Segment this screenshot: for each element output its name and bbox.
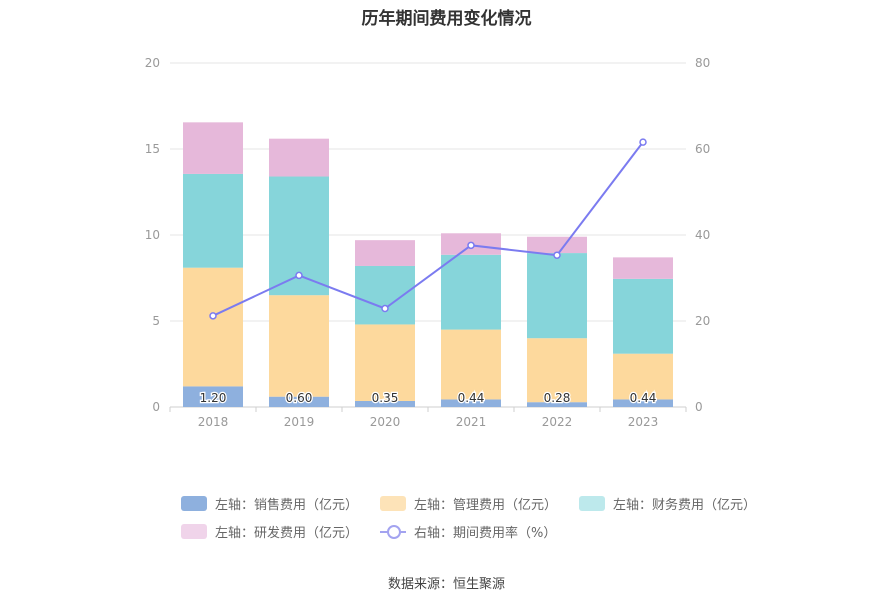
bar-data-label: 0.44 — [630, 391, 657, 405]
bar-segment-1 — [183, 267, 243, 387]
x-tick-label: 2023 — [628, 415, 659, 429]
y-left-tick-label: 0 — [152, 400, 160, 414]
bar-segment-1 — [355, 324, 415, 401]
bar-segment-2 — [355, 265, 415, 325]
legend-item-rd[interactable]: 左轴：研发费用（亿元） — [181, 522, 358, 541]
x-tick-label: 2018 — [198, 415, 229, 429]
bar-segment-1 — [613, 353, 673, 400]
rate-line — [212, 141, 644, 317]
legend-item-rate[interactable]: 右轴：期间费用率（%） — [380, 522, 556, 541]
legend-item-finance[interactable]: 左轴：财务费用（亿元） — [579, 494, 756, 513]
bar-segment-1 — [269, 295, 329, 397]
chart-title: 历年期间费用变化情况 — [361, 9, 532, 29]
legend-swatch-finance — [579, 496, 606, 511]
y-left-tick-label: 20 — [145, 56, 160, 70]
legend-label-rd: 左轴：研发费用（亿元） — [215, 526, 359, 541]
bar-segment-0 — [527, 402, 587, 407]
x-tick-label: 2019 — [284, 415, 315, 429]
y-right-tick-label: 20 — [695, 314, 710, 328]
bar-segment-3 — [613, 257, 673, 279]
rate-point — [553, 251, 561, 259]
bar-data-label: 0.35 — [372, 391, 399, 405]
legend-label-finance: 左轴：财务费用（亿元） — [613, 498, 757, 513]
legend-item-sales[interactable]: 左轴：销售费用（亿元） — [181, 494, 358, 513]
legend-label-rate: 右轴：期间费用率（%） — [414, 526, 557, 541]
y-right-tick-label: 0 — [695, 400, 703, 414]
bar-segment-3 — [355, 240, 415, 266]
legend-item-admin[interactable]: 左轴：管理费用（亿元） — [380, 494, 557, 513]
y-left-tick-label: 5 — [152, 314, 160, 328]
legend-swatch-rd — [181, 524, 207, 539]
bar-segment-3 — [269, 138, 329, 177]
rate-point — [209, 312, 217, 320]
rate-point — [467, 241, 475, 250]
bar-data-label: 0.44 — [458, 391, 485, 405]
y-left-tick-label: 15 — [145, 142, 160, 156]
y-left-tick-label: 10 — [145, 228, 160, 242]
bar-segment-2 — [613, 278, 673, 354]
bar-segment-3 — [527, 236, 587, 254]
bar-data-label: 0.60 — [286, 391, 313, 405]
rate-point — [639, 138, 647, 146]
x-tick-label: 2021 — [456, 415, 487, 429]
bar-segment-0 — [613, 399, 673, 407]
legend-row-2: 左轴：研发费用（亿元） 右轴：期间费用率（%） — [181, 522, 578, 541]
rate-point — [381, 304, 389, 313]
x-tick-label: 2022 — [542, 415, 573, 429]
y-right-tick-label: 40 — [695, 228, 710, 242]
legend-label-sales: 左轴：销售费用（亿元） — [215, 498, 359, 513]
bar-segment-2 — [183, 173, 243, 268]
legend-swatch-rate — [380, 524, 407, 539]
bar-segment-1 — [441, 329, 501, 400]
bar-segment-2 — [527, 253, 587, 339]
legend-label-admin: 左轴：管理费用（亿元） — [414, 498, 558, 513]
bar-segment-0 — [269, 396, 329, 407]
legend-row-1: 左轴：销售费用（亿元） 左轴：管理费用（亿元） 左轴：财务费用（亿元） — [181, 494, 778, 513]
bar-segment-3 — [183, 122, 243, 174]
bar-segment-1 — [527, 338, 587, 403]
bar-segment-0 — [441, 399, 501, 407]
stacked-bar-line-chart: 0 5 10 15 20 0 20 40 60 80 2018 2019 2020 2021 2022 202… — [145, 56, 711, 429]
legend-swatch-admin — [380, 496, 407, 511]
x-tick-label: 2020 — [370, 415, 401, 429]
legend-swatch-sales — [181, 496, 207, 511]
bar-segment-0 — [355, 400, 415, 407]
bar-segment-0 — [183, 386, 243, 407]
y-right-tick-label: 80 — [695, 56, 710, 70]
bar-data-label: 0.28 — [544, 391, 571, 405]
y-right-tick-label: 60 — [695, 142, 710, 156]
bar-segment-2 — [441, 254, 501, 330]
data-source: 数据来源：恒生聚源 — [387, 577, 505, 592]
rate-point — [295, 271, 303, 280]
bar-data-label: 1.20 — [200, 391, 227, 405]
